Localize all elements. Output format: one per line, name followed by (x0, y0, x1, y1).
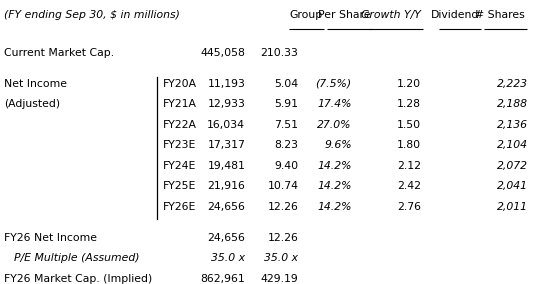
Text: Dividend: Dividend (431, 10, 480, 20)
Text: 14.2%: 14.2% (317, 202, 352, 212)
Text: 1.50: 1.50 (397, 120, 421, 130)
Text: FY26 Net Income: FY26 Net Income (4, 233, 97, 243)
Text: 2,011: 2,011 (497, 202, 528, 212)
Text: 1.20: 1.20 (397, 79, 421, 89)
Text: FY26 Market Cap. (Implied): FY26 Market Cap. (Implied) (4, 274, 152, 284)
Text: # Shares: # Shares (475, 10, 525, 20)
Text: 35.0 x: 35.0 x (264, 253, 298, 263)
Text: 2.12: 2.12 (397, 161, 421, 171)
Text: 27.0%: 27.0% (317, 120, 352, 130)
Text: 862,961: 862,961 (200, 274, 245, 284)
Text: FY26E: FY26E (163, 202, 196, 212)
Text: 210.33: 210.33 (261, 48, 298, 58)
Text: 14.2%: 14.2% (317, 181, 352, 191)
Text: 17.4%: 17.4% (317, 99, 352, 109)
Text: 1.28: 1.28 (397, 99, 421, 109)
Text: FY20A: FY20A (163, 79, 197, 89)
Text: 2,136: 2,136 (497, 120, 528, 130)
Text: 12.26: 12.26 (268, 233, 298, 243)
Text: 17,317: 17,317 (207, 140, 245, 150)
Text: 7.51: 7.51 (274, 120, 298, 130)
Text: 10.74: 10.74 (268, 181, 298, 191)
Text: 24,656: 24,656 (207, 202, 245, 212)
Text: FY25E: FY25E (163, 181, 196, 191)
Text: FY24E: FY24E (163, 161, 196, 171)
Text: (Adjusted): (Adjusted) (4, 99, 60, 109)
Text: 2,188: 2,188 (497, 99, 528, 109)
Text: (FY ending Sep 30, $ in millions): (FY ending Sep 30, $ in millions) (4, 10, 180, 20)
Text: 5.04: 5.04 (274, 79, 298, 89)
Text: 11,193: 11,193 (207, 79, 245, 89)
Text: 9.40: 9.40 (274, 161, 298, 171)
Text: 21,916: 21,916 (207, 181, 245, 191)
Text: 2,041: 2,041 (497, 181, 528, 191)
Text: 12,933: 12,933 (207, 99, 245, 109)
Text: 2,223: 2,223 (497, 79, 528, 89)
Text: Per Share: Per Share (318, 10, 370, 20)
Text: FY23E: FY23E (163, 140, 196, 150)
Text: 445,058: 445,058 (200, 48, 245, 58)
Text: 24,656: 24,656 (207, 233, 245, 243)
Text: 429.19: 429.19 (261, 274, 298, 284)
Text: FY21A: FY21A (163, 99, 197, 109)
Text: Net Income: Net Income (4, 79, 67, 89)
Text: 2.76: 2.76 (397, 202, 421, 212)
Text: 35.0 x: 35.0 x (211, 253, 245, 263)
Text: 1.80: 1.80 (397, 140, 421, 150)
Text: 2,072: 2,072 (497, 161, 528, 171)
Text: Growth Y/Y: Growth Y/Y (361, 10, 421, 20)
Text: 12.26: 12.26 (268, 202, 298, 212)
Text: 16,034: 16,034 (207, 120, 245, 130)
Text: 19,481: 19,481 (207, 161, 245, 171)
Text: 2,104: 2,104 (497, 140, 528, 150)
Text: 8.23: 8.23 (274, 140, 298, 150)
Text: Group: Group (289, 10, 322, 20)
Text: Current Market Cap.: Current Market Cap. (4, 48, 115, 58)
Text: P/E Multiple (Assumed): P/E Multiple (Assumed) (14, 253, 139, 263)
Text: 2.42: 2.42 (397, 181, 421, 191)
Text: 9.6%: 9.6% (324, 140, 352, 150)
Text: (7.5%): (7.5%) (316, 79, 352, 89)
Text: 5.91: 5.91 (274, 99, 298, 109)
Text: FY22A: FY22A (163, 120, 197, 130)
Text: 14.2%: 14.2% (317, 161, 352, 171)
